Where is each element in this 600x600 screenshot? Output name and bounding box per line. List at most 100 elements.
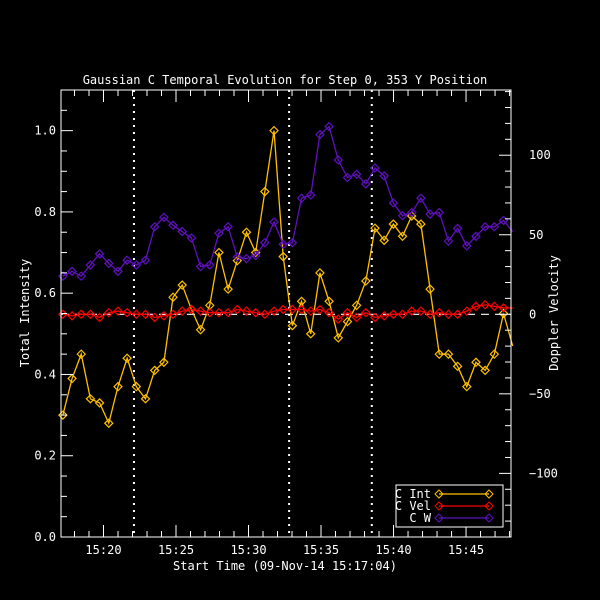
x-tick-label: 15:20 bbox=[85, 543, 121, 557]
legend-marker bbox=[434, 513, 444, 523]
y-tick-label-right: 100 bbox=[529, 148, 551, 162]
data-point-c-w bbox=[425, 209, 435, 219]
x-tick-label: 15:40 bbox=[375, 543, 411, 557]
data-point-c-vel bbox=[315, 304, 325, 315]
data-point-c-int bbox=[324, 296, 334, 307]
data-point-c-vel bbox=[452, 309, 463, 320]
data-point-c-vel bbox=[149, 312, 160, 323]
y-tick-label-right: 0 bbox=[529, 307, 536, 321]
data-point-c-vel bbox=[498, 303, 509, 313]
data-point-c-w bbox=[489, 221, 500, 232]
data-point-c-int bbox=[489, 349, 500, 359]
data-point-c-int bbox=[333, 333, 344, 343]
data-point-c-vel bbox=[195, 306, 206, 316]
data-point-c-int bbox=[351, 300, 362, 311]
series-line-c-int bbox=[62, 130, 514, 426]
data-point-c-w bbox=[370, 163, 380, 173]
data-point-c-w bbox=[168, 220, 178, 231]
data-point-c-int bbox=[471, 357, 481, 368]
data-point-c-int bbox=[416, 219, 426, 229]
x-tick-label: 15:45 bbox=[448, 543, 484, 557]
x-axis-label: Start Time (09-Nov-14 15:17:04) bbox=[173, 559, 397, 573]
data-point-c-w bbox=[278, 239, 289, 250]
data-point-c-w bbox=[498, 215, 509, 226]
legend-marker bbox=[434, 489, 444, 499]
data-point-c-vel bbox=[278, 304, 289, 315]
legend-marker bbox=[484, 501, 494, 511]
legend-marker bbox=[484, 513, 494, 523]
data-point-c-w bbox=[443, 236, 454, 246]
data-point-c-w bbox=[103, 258, 114, 269]
data-point-c-int bbox=[113, 381, 123, 392]
data-point-c-w bbox=[434, 207, 445, 218]
data-point-c-int bbox=[131, 381, 142, 392]
data-point-c-w bbox=[85, 260, 96, 270]
data-point-c-w bbox=[223, 221, 233, 232]
y-tick-label-right: −100 bbox=[529, 466, 558, 480]
data-point-c-vel bbox=[177, 306, 188, 316]
data-point-c-vel bbox=[425, 309, 435, 320]
y-tick-label-left: 0.8 bbox=[34, 205, 56, 219]
data-point-c-w bbox=[461, 241, 472, 251]
data-point-c-w bbox=[305, 190, 316, 200]
data-point-c-int bbox=[204, 300, 215, 311]
x-tick-label: 15:30 bbox=[230, 543, 266, 557]
data-point-c-int bbox=[177, 280, 188, 290]
legend-label: C W bbox=[409, 511, 431, 525]
data-point-c-vel bbox=[168, 309, 178, 320]
data-point-c-int bbox=[159, 357, 169, 368]
data-point-c-int bbox=[461, 381, 472, 392]
data-point-c-vel bbox=[76, 309, 87, 320]
data-point-c-vel bbox=[360, 307, 371, 318]
data-point-c-int bbox=[360, 276, 371, 286]
data-point-c-w bbox=[204, 260, 215, 270]
data-point-c-vel bbox=[296, 304, 307, 315]
plot-area bbox=[58, 90, 514, 537]
data-point-c-vel bbox=[131, 309, 142, 320]
y-axis-label-right: Doppler Velocity bbox=[547, 255, 561, 371]
data-point-c-int bbox=[296, 296, 307, 307]
data-point-c-vel bbox=[85, 309, 96, 320]
data-point-c-w bbox=[195, 261, 206, 272]
data-point-c-vel bbox=[259, 309, 270, 320]
data-point-c-w bbox=[58, 271, 68, 281]
data-point-c-int bbox=[452, 361, 463, 372]
data-point-c-w bbox=[416, 193, 426, 204]
data-point-c-vel bbox=[461, 306, 472, 316]
data-point-c-int bbox=[370, 223, 380, 234]
data-point-c-vel bbox=[204, 307, 215, 318]
data-point-c-w bbox=[113, 266, 123, 277]
data-point-c-w bbox=[333, 155, 344, 165]
data-point-c-w bbox=[379, 171, 390, 181]
data-point-c-vel bbox=[214, 307, 224, 318]
data-point-c-vel bbox=[223, 307, 233, 318]
data-point-c-w bbox=[250, 250, 261, 261]
data-point-c-w bbox=[287, 237, 298, 248]
data-point-c-int bbox=[149, 365, 160, 376]
data-point-c-int bbox=[195, 324, 206, 335]
data-point-c-vel bbox=[122, 307, 132, 318]
data-point-c-int bbox=[259, 186, 270, 197]
data-point-c-vel bbox=[305, 306, 316, 316]
data-point-c-vel bbox=[287, 304, 298, 315]
y-tick-label-right: 50 bbox=[529, 228, 543, 242]
data-point-c-w bbox=[186, 233, 197, 243]
data-point-c-w bbox=[131, 260, 142, 270]
legend-marker bbox=[484, 489, 494, 499]
data-point-c-w bbox=[342, 172, 353, 183]
data-point-c-w bbox=[315, 129, 325, 140]
data-point-c-vel bbox=[140, 309, 151, 320]
data-point-c-int bbox=[232, 255, 243, 266]
data-point-c-int bbox=[67, 373, 77, 384]
data-point-c-vel bbox=[397, 309, 408, 320]
data-point-c-vel bbox=[250, 307, 261, 318]
data-point-c-w bbox=[76, 271, 87, 281]
data-point-c-vel bbox=[370, 312, 380, 323]
y-tick-label-left: 0.4 bbox=[34, 367, 56, 381]
data-point-c-int bbox=[287, 320, 298, 331]
y-tick-label-right: −50 bbox=[529, 387, 551, 401]
data-point-c-vel bbox=[113, 306, 123, 316]
data-point-c-int bbox=[122, 353, 132, 364]
